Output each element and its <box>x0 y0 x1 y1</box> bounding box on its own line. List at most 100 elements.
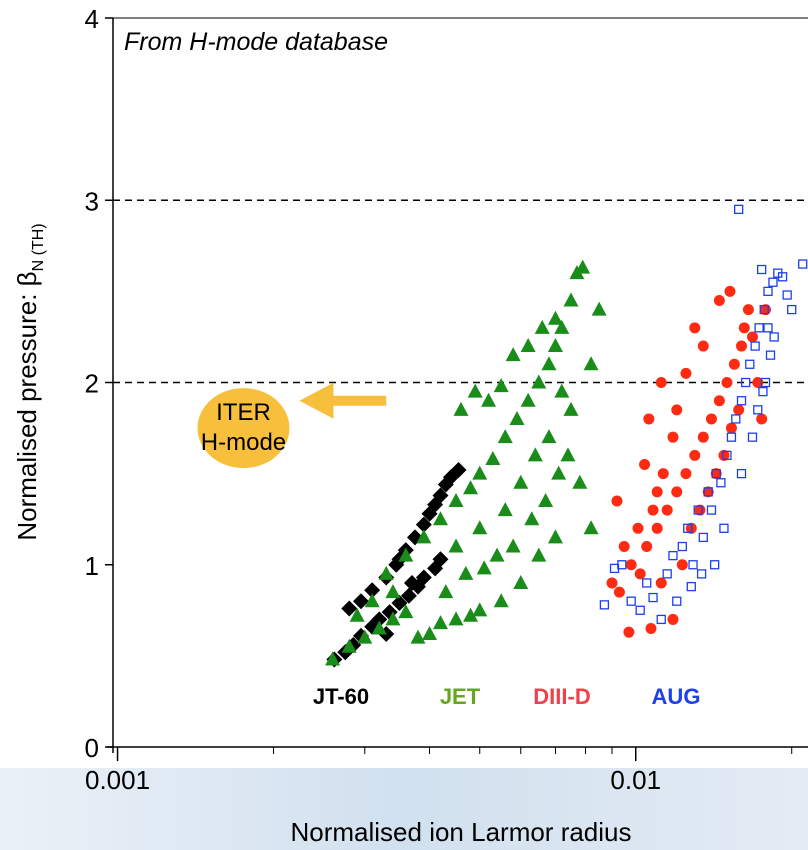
point-AUG-30 <box>768 277 778 287</box>
point-JT-60-7 <box>391 595 408 612</box>
point-JT-60-13 <box>341 600 358 617</box>
point-JET-45 <box>520 338 536 353</box>
point-JET-64 <box>349 607 365 622</box>
point-JET-57 <box>538 492 554 507</box>
point-JET-44 <box>505 347 521 362</box>
point-AUG-14 <box>693 505 703 515</box>
x-tick-label-1: 0.01 <box>610 765 661 795</box>
legend-label-aug: AUG <box>652 684 701 709</box>
point-JET-48 <box>497 502 513 517</box>
point-JET-31 <box>563 292 579 307</box>
point-JET-35 <box>563 401 579 416</box>
point-JET-36 <box>583 356 599 371</box>
point-AUG-33 <box>782 290 792 300</box>
series-jet <box>325 259 607 666</box>
point-DIII-D-37 <box>680 367 692 379</box>
point-AUG-25 <box>745 359 755 369</box>
point-JET-10 <box>463 607 479 622</box>
point-DIII-D-1 <box>613 586 625 598</box>
point-JET-23 <box>485 451 501 466</box>
point-AUG-29 <box>763 286 773 297</box>
point-DIII-D-20 <box>713 395 725 407</box>
point-DIII-D-27 <box>738 322 750 334</box>
point-DIII-D-40 <box>657 468 669 480</box>
point-DIII-D-33 <box>756 413 768 425</box>
point-JET-43 <box>493 378 509 393</box>
point-AUG-19 <box>716 478 726 488</box>
point-DIII-D-19 <box>710 468 722 480</box>
point-JT-60-12 <box>432 551 449 568</box>
iter-target: ITER H-mode <box>197 382 387 469</box>
point-AUG-18 <box>711 468 721 479</box>
point-AUG-2 <box>617 560 627 570</box>
point-JT-60-14 <box>353 593 370 610</box>
point-AUG-26 <box>750 341 760 351</box>
point-AUG-47 <box>686 581 696 592</box>
point-JET-7 <box>422 626 438 641</box>
point-DIII-D-2 <box>623 626 635 638</box>
point-JET-34 <box>554 383 570 398</box>
point-JT-60-10 <box>415 569 432 586</box>
point-DIII-D-25 <box>733 404 745 416</box>
point-DIII-D-17 <box>702 486 714 498</box>
point-JET-63 <box>385 584 401 599</box>
point-JET-30 <box>554 319 570 334</box>
point-JT-60-20 <box>415 516 432 533</box>
point-AUG-4 <box>635 605 645 615</box>
point-AUG-36 <box>760 377 771 388</box>
point-AUG-6 <box>648 592 658 603</box>
x-axis-title: Normalised ion Larmor radius <box>290 817 631 847</box>
point-AUG-12 <box>683 523 693 533</box>
point-JET-21 <box>463 480 479 495</box>
legend-label-jt-60: JT-60 <box>313 684 369 709</box>
point-JET-5 <box>398 604 414 619</box>
point-DIII-D-36 <box>697 340 709 352</box>
point-JET-24 <box>497 429 513 444</box>
point-DIII-D-0 <box>606 577 618 589</box>
point-JET-61 <box>458 565 474 580</box>
point-JET-11 <box>472 602 488 617</box>
point-DIII-D-23 <box>725 422 737 434</box>
point-AUG-3 <box>626 596 636 606</box>
point-DIII-D-26 <box>736 340 748 352</box>
point-JET-25 <box>509 410 525 425</box>
point-AUG-44 <box>719 523 729 533</box>
point-DIII-D-41 <box>651 486 663 498</box>
point-JET-0 <box>325 651 341 666</box>
point-DIII-D-45 <box>625 559 637 571</box>
point-JET-62 <box>476 560 492 575</box>
point-JT-60-27 <box>403 574 420 591</box>
point-AUG-22 <box>731 414 741 424</box>
point-JET-4 <box>385 611 401 626</box>
point-AUG-23 <box>736 396 747 406</box>
point-DIII-D-22 <box>721 377 733 388</box>
point-AUG-15 <box>698 532 708 543</box>
point-AUG-0 <box>599 600 610 610</box>
series-aug <box>599 204 808 625</box>
point-AUG-45 <box>709 560 720 570</box>
point-JET-58 <box>551 465 567 480</box>
point-DIII-D-21 <box>718 449 730 461</box>
point-AUG-34 <box>787 304 797 315</box>
point-DIII-D-11 <box>676 559 688 571</box>
point-JET-3 <box>371 620 387 635</box>
y-axis-title-subscript: N (TH) <box>30 223 47 271</box>
point-JET-47 <box>547 310 563 325</box>
point-DIII-D-32 <box>752 377 764 388</box>
point-JET-12 <box>493 593 509 608</box>
point-JET-53 <box>472 520 488 535</box>
point-JET-19 <box>433 511 449 526</box>
point-JET-13 <box>513 574 529 589</box>
point-AUG-7 <box>656 614 666 625</box>
y-tick-label-0: 0 <box>85 733 99 763</box>
point-DIII-D-16 <box>697 431 709 443</box>
point-DIII-D-18 <box>705 413 717 425</box>
point-JET-51 <box>541 429 557 444</box>
point-AUG-35 <box>798 259 808 269</box>
chart-annotation: From H-mode database <box>124 28 388 56</box>
point-JET-14 <box>531 547 547 562</box>
y-tick-label-3: 3 <box>85 186 99 216</box>
point-DIII-D-28 <box>742 304 754 316</box>
point-AUG-24 <box>741 377 751 388</box>
point-DIII-D-43 <box>639 459 651 471</box>
